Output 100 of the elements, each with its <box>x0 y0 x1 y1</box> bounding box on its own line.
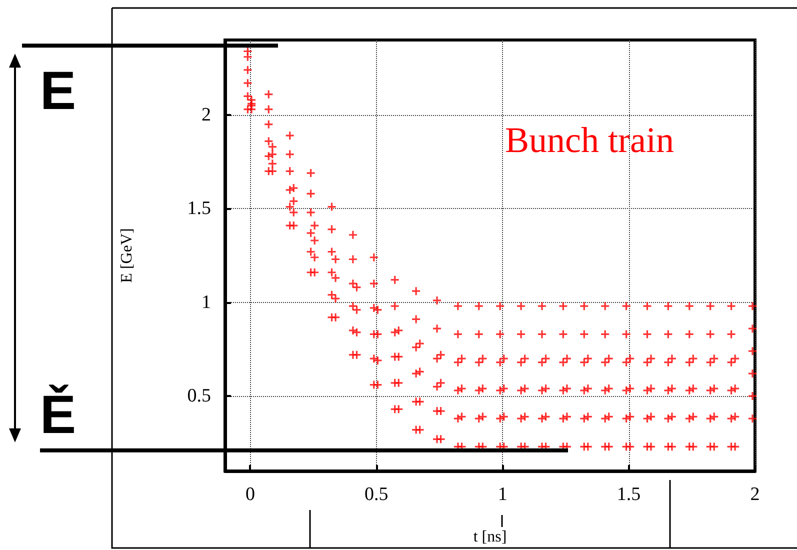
point <box>601 330 610 338</box>
point <box>433 296 441 304</box>
point <box>458 412 466 421</box>
point <box>562 354 571 363</box>
point <box>731 412 740 421</box>
point <box>390 302 399 310</box>
point <box>748 414 756 423</box>
point <box>394 405 403 414</box>
point <box>689 412 698 421</box>
point <box>310 236 319 245</box>
point <box>517 302 526 310</box>
point <box>416 340 424 348</box>
point <box>390 276 399 284</box>
point <box>478 412 487 421</box>
x-tick-label: 0.5 <box>364 484 388 505</box>
point <box>584 412 592 421</box>
point <box>668 354 676 363</box>
point <box>352 283 361 292</box>
point <box>306 229 315 238</box>
point <box>668 384 676 393</box>
point <box>542 384 550 393</box>
point <box>689 384 698 393</box>
point <box>268 150 276 158</box>
point <box>328 225 336 234</box>
point <box>562 412 571 421</box>
point <box>436 350 445 359</box>
point <box>433 382 441 391</box>
point <box>310 222 319 230</box>
x-tick-label: 0 <box>245 484 255 505</box>
point <box>374 330 382 338</box>
point <box>710 384 718 393</box>
x-tick-label: 2 <box>750 484 760 505</box>
point <box>433 324 441 333</box>
point <box>348 280 357 288</box>
point <box>286 202 294 211</box>
point <box>348 230 357 239</box>
point <box>542 354 550 363</box>
y-tick-label: 0.5 <box>187 386 211 407</box>
point <box>286 150 294 158</box>
point <box>520 412 529 421</box>
point <box>748 347 756 356</box>
point <box>328 202 336 211</box>
point <box>685 302 694 310</box>
point <box>731 384 740 393</box>
point <box>352 306 361 314</box>
point <box>517 330 526 338</box>
point <box>643 302 652 310</box>
point <box>584 442 592 451</box>
point <box>496 330 504 338</box>
point <box>264 137 273 146</box>
point <box>478 354 487 363</box>
point <box>727 330 736 338</box>
y-axis-title: E [GeV] <box>118 228 136 283</box>
point <box>626 442 634 451</box>
point <box>458 354 466 363</box>
point <box>731 442 740 451</box>
point <box>584 384 592 393</box>
point <box>306 208 315 216</box>
point <box>647 412 656 421</box>
point <box>538 330 546 338</box>
point <box>604 442 613 451</box>
point <box>748 302 756 310</box>
point <box>436 407 445 416</box>
point <box>710 412 718 421</box>
point <box>268 160 276 168</box>
point <box>348 302 357 310</box>
ref-line-label: E <box>40 60 76 121</box>
point <box>668 442 676 451</box>
point <box>264 90 273 98</box>
x-axis-title: t [ns] <box>473 528 507 546</box>
point <box>370 280 378 288</box>
point <box>580 330 588 338</box>
point <box>268 167 276 176</box>
point <box>474 330 483 338</box>
point <box>394 352 403 361</box>
point <box>374 356 382 364</box>
point <box>454 302 462 310</box>
point <box>286 132 294 140</box>
point <box>352 328 361 336</box>
point <box>264 120 273 128</box>
point <box>290 184 298 192</box>
point <box>559 302 568 310</box>
point <box>748 324 756 333</box>
point <box>538 302 546 310</box>
point <box>622 330 630 338</box>
point <box>310 268 319 276</box>
point <box>374 306 382 314</box>
point <box>290 208 298 216</box>
point <box>412 287 420 296</box>
point <box>689 354 698 363</box>
point <box>332 294 340 303</box>
point <box>352 350 361 359</box>
x-tick-label: 1 <box>498 484 508 505</box>
point <box>412 315 420 324</box>
point <box>244 66 252 74</box>
point <box>626 384 634 393</box>
point <box>584 354 592 363</box>
point <box>604 354 613 363</box>
point <box>604 384 613 393</box>
point <box>264 105 273 114</box>
